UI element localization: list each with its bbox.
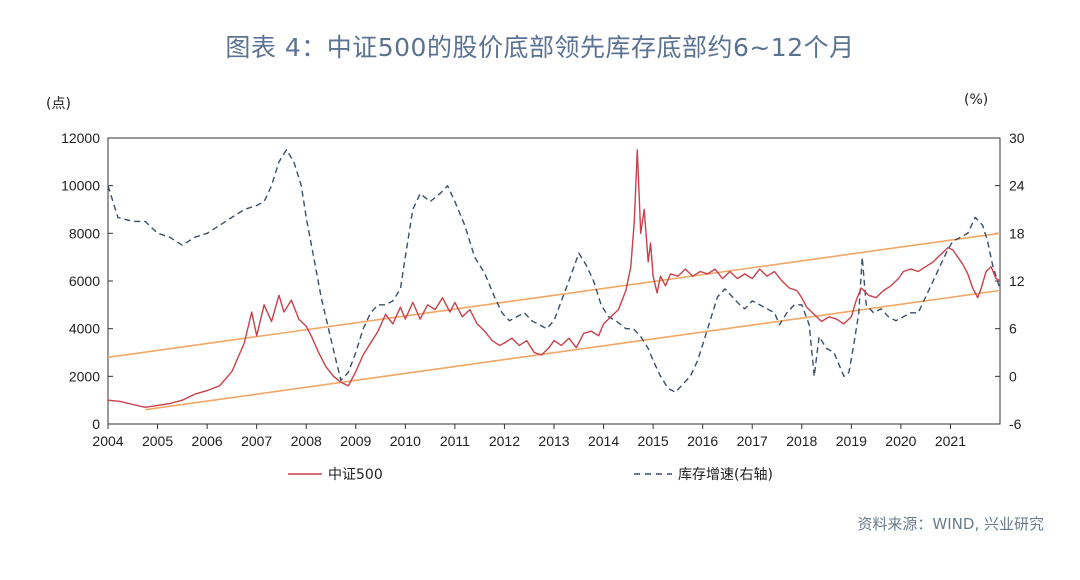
y-right-tick-label: 18	[1009, 225, 1025, 241]
x-tick-label: 2017	[737, 433, 768, 449]
y-right-tick-label: 0	[1009, 368, 1017, 384]
inventory-growth-line	[107, 149, 1001, 393]
y-left-tick-label: 8000	[69, 225, 100, 241]
left-axis-unit: (点)	[46, 96, 71, 112]
x-tick-label: 2019	[836, 433, 867, 449]
trend-lines	[107, 232, 1001, 411]
y-left-tick-label: 6000	[69, 273, 100, 289]
y-right-tick-label: 12	[1009, 273, 1025, 289]
y-left-tick-label: 4000	[69, 321, 100, 337]
x-tick-label: 2009	[340, 433, 371, 449]
legend: 中证500 库存增速(右轴)	[288, 467, 773, 483]
series-lines	[107, 149, 1001, 408]
plot-frame	[107, 137, 1001, 425]
x-tick-label: 2006	[192, 433, 223, 449]
y-left-tick-label: 10000	[61, 178, 100, 194]
x-tick-label: 2010	[390, 433, 421, 449]
x-tick-label: 2007	[241, 433, 272, 449]
upper-channel-line	[107, 232, 1001, 359]
x-tick-label: 2005	[142, 433, 173, 449]
csi500-line	[107, 149, 1001, 408]
x-tick-label: 2008	[291, 433, 322, 449]
y-right-tick-label: 6	[1009, 321, 1017, 337]
x-tick-label: 2015	[638, 433, 669, 449]
x-tick-label: 2011	[440, 433, 470, 449]
y-right-tick-label: 24	[1009, 178, 1025, 194]
y-left-tick-label: 12000	[61, 130, 100, 146]
x-tick-label: 2014	[588, 433, 619, 449]
chart-title: 图表 4：中证500的股价底部领先库存底部约6~12个月	[225, 33, 855, 62]
x-tick-label: 2013	[538, 433, 569, 449]
x-tick-label: 2018	[786, 433, 817, 449]
x-tick-label: 2016	[687, 433, 718, 449]
x-tick-label: 2021	[935, 433, 966, 449]
y-right-tick-label: -6	[1009, 416, 1022, 432]
legend-label-inventory: 库存增速(右轴)	[678, 467, 773, 483]
right-axis-unit: (%)	[964, 92, 988, 108]
lower-channel-line	[145, 289, 1001, 411]
legend-label-csi500: 中证500	[328, 467, 383, 483]
y-left-tick-label: 0	[92, 416, 100, 432]
x-tick-label: 2004	[92, 433, 123, 449]
source-note: 资料来源：WIND, 兴业研究	[857, 515, 1044, 533]
y-right-tick-label: 30	[1009, 130, 1025, 146]
x-tick-label: 2012	[489, 433, 520, 449]
y-left-tick-label: 2000	[69, 368, 100, 384]
axes: 0 2000 4000 6000 8000 10000 12000 -6 0 6 12 18 24 30 2…	[61, 130, 1025, 449]
x-tick-label: 2020	[885, 433, 916, 449]
